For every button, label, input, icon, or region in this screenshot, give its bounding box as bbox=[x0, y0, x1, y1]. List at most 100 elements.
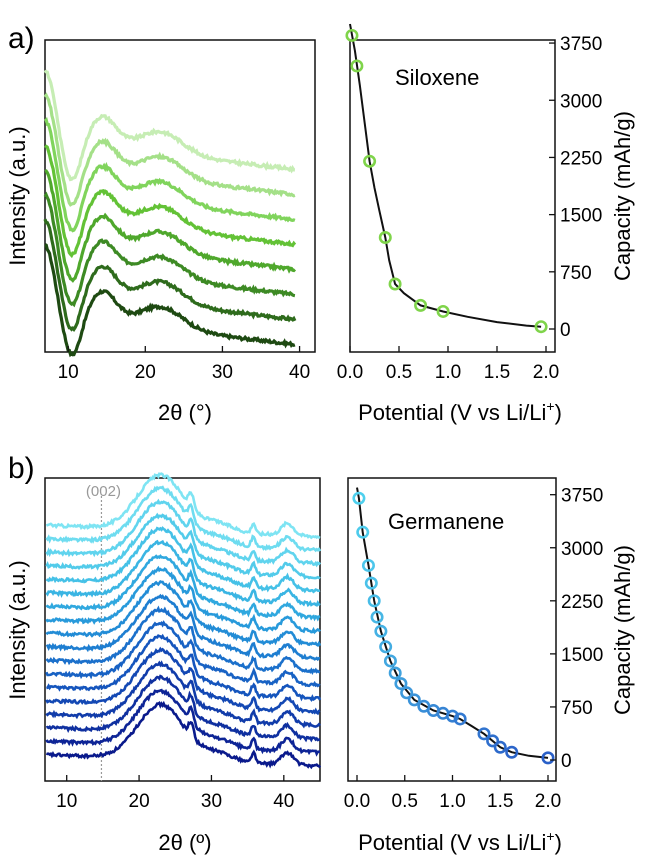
capacity-ytick-label-b-4: 3000 bbox=[561, 539, 603, 560]
capacity-point-b-10 bbox=[388, 666, 402, 680]
xrd-curve-b-11 bbox=[45, 565, 321, 635]
capacity-frame-a bbox=[349, 39, 556, 353]
capacity-point-a-4 bbox=[378, 231, 392, 245]
capacity-ytick-label-a-3: 2250 bbox=[560, 148, 602, 169]
capacity-ytick-label-b-0: 0 bbox=[561, 751, 572, 772]
capacity-point-b-21 bbox=[493, 740, 507, 754]
capacity-xtick-label-a-0: 0.0 bbox=[337, 362, 363, 383]
xrd-curve-b-17 bbox=[45, 485, 322, 553]
xrd-ticks-a: 10 20 30 40 bbox=[58, 346, 310, 383]
xrd-curve-b-9 bbox=[45, 593, 321, 662]
capacity-xtick-label-a-4: 2.0 bbox=[533, 362, 559, 383]
capacity-ylabel-b: Capacity (mAh/g) bbox=[610, 545, 635, 715]
capacity-ylabel-a: Capacity (mAh/g) bbox=[610, 111, 635, 281]
capacity-point-a-3 bbox=[363, 154, 377, 168]
capacity-point-b-19 bbox=[477, 727, 491, 741]
xrd-curve-b-1 bbox=[45, 700, 322, 770]
capacity-point-b-6 bbox=[370, 610, 384, 624]
xrd-curve-b-12 bbox=[45, 554, 321, 622]
capacity-ytick-label-a-5: 3750 bbox=[560, 34, 602, 55]
xrd-tick-label-a-1: 20 bbox=[135, 362, 156, 383]
capacity-point-b-23 bbox=[541, 751, 555, 765]
capacity-xtick-label-b-2: 1.0 bbox=[439, 791, 465, 812]
xrd-tick-label-a-3: 40 bbox=[289, 362, 310, 383]
xrd-curve-a-5 bbox=[44, 144, 297, 259]
xrd-tick-label-b-3: 40 bbox=[273, 791, 294, 812]
capacity-xtick-label-b-1: 0.5 bbox=[392, 791, 418, 812]
capacity-point-b-18 bbox=[453, 712, 467, 726]
capacity-point-b-13 bbox=[407, 693, 421, 707]
xrd-curves-b bbox=[45, 472, 322, 770]
xrd-curve-a-7 bbox=[43, 92, 296, 207]
xrd-ylabel-b: Intensity (a.u.) bbox=[5, 560, 30, 699]
xrd-ylabel-a: Intensity (a.u.) bbox=[5, 126, 30, 265]
capacity-xtick-label-a-3: 1.5 bbox=[484, 362, 510, 383]
capacity-point-a-2 bbox=[350, 59, 364, 73]
capacity-xtick-label-a-1: 0.5 bbox=[386, 362, 412, 383]
capacity-point-b-9 bbox=[383, 654, 397, 668]
panel-b: b) (002) 10 20 30 40 Intensity (a.u.) 2θ (º… bbox=[5, 452, 635, 855]
xrd-tick-label-a-0: 10 bbox=[58, 362, 79, 383]
xrd-curve-a-2 bbox=[43, 218, 297, 332]
xrd-curve-a-3 bbox=[43, 191, 296, 308]
capacity-curve-a bbox=[349, 23, 542, 328]
xrd-curve-b-8 bbox=[45, 605, 321, 675]
xrd-tick-label-b-1: 20 bbox=[129, 791, 150, 812]
panel-b-label: b) bbox=[8, 452, 35, 485]
panel-a-label: a) bbox=[8, 22, 35, 55]
capacity-point-a-8 bbox=[534, 320, 548, 334]
capacity-point-b-2 bbox=[356, 525, 370, 539]
capacity-xtick-label-b-4: 2.0 bbox=[535, 791, 561, 812]
annotation-002: (002) bbox=[86, 483, 121, 500]
capacity-series-a: 0.0 0.5 1.0 1.5 2.00 750 1500 2250 3000 3750 bbox=[337, 23, 602, 383]
capacity-plot-a: 0.0 0.5 1.0 1.5 2.00 750 1500 2250 3000 3750 Silo… bbox=[337, 23, 635, 425]
capacity-ytick-label-b-5: 3750 bbox=[561, 486, 603, 507]
xrd-tick-label-a-2: 30 bbox=[212, 362, 233, 383]
capacity-plot-b: 0.0 0.5 1.0 1.5 2.00 750 1500 2250 3000 3750 Germ… bbox=[344, 477, 635, 855]
capacity-xtick-label-a-2: 1.0 bbox=[435, 362, 461, 383]
capacity-ytick-label-b-1: 750 bbox=[561, 698, 593, 719]
capacity-ytick-label-a-2: 1500 bbox=[560, 206, 602, 227]
capacity-label-germanene: Germanene bbox=[388, 509, 504, 534]
capacity-point-b-22 bbox=[505, 745, 519, 759]
xrd-curve-b-16 bbox=[45, 498, 322, 568]
capacity-point-b-11 bbox=[394, 677, 408, 691]
capacity-point-a-7 bbox=[436, 304, 450, 318]
capacity-point-b-7 bbox=[374, 624, 388, 638]
capacity-label-siloxene: Siloxene bbox=[395, 65, 479, 90]
xrd-curve-b-15 bbox=[45, 512, 321, 580]
panel-a: a) 10 20 30 40 Intensity (a.u.) 2θ (°) 0.0 0… bbox=[5, 22, 635, 425]
capacity-point-b-17 bbox=[445, 709, 459, 723]
capacity-point-b-8 bbox=[379, 640, 393, 654]
capacity-ytick-label-a-4: 3000 bbox=[560, 91, 602, 112]
capacity-series-b: 0.0 0.5 1.0 1.5 2.00 750 1500 2250 3000 3750 bbox=[344, 486, 603, 812]
capacity-xlabel-a: Potential (V vs Li/Li+) bbox=[358, 398, 562, 425]
xrd-curve-b-6 bbox=[46, 633, 322, 702]
xrd-curve-b-3 bbox=[45, 674, 321, 743]
capacity-ytick-label-a-0: 0 bbox=[560, 320, 571, 341]
xrd-curve-a-4 bbox=[44, 169, 297, 283]
capacity-point-b-5 bbox=[367, 594, 381, 608]
xrd-xlabel-a: 2θ (°) bbox=[158, 400, 212, 425]
capacity-point-b-20 bbox=[486, 734, 500, 748]
capacity-xtick-label-b-3: 1.5 bbox=[487, 791, 513, 812]
xrd-curve-a-8 bbox=[43, 69, 296, 182]
capacity-point-a-5 bbox=[388, 277, 402, 291]
capacity-point-b-3 bbox=[361, 558, 375, 572]
xrd-curve-b-5 bbox=[45, 646, 321, 716]
xrd-plot-b: (002) 10 20 30 40 Intensity (a.u.) 2θ (º) bbox=[5, 472, 322, 855]
xrd-curve-a-6 bbox=[43, 117, 296, 233]
xrd-curve-b-14 bbox=[45, 526, 321, 594]
capacity-ytick-label-b-2: 1500 bbox=[561, 645, 603, 666]
xrd-curves-a bbox=[43, 69, 297, 358]
capacity-point-b-1 bbox=[352, 491, 366, 505]
capacity-point-b-12 bbox=[400, 686, 414, 700]
xrd-curve-b-2 bbox=[45, 688, 320, 757]
xrd-tick-label-b-2: 30 bbox=[201, 791, 222, 812]
xrd-xlabel-b: 2θ (º) bbox=[158, 830, 211, 855]
xrd-curve-b-4 bbox=[45, 660, 321, 729]
capacity-xlabel-b: Potential (V vs Li/Li+) bbox=[358, 828, 562, 855]
capacity-point-a-1 bbox=[345, 28, 359, 42]
capacity-point-a-6 bbox=[414, 298, 428, 312]
